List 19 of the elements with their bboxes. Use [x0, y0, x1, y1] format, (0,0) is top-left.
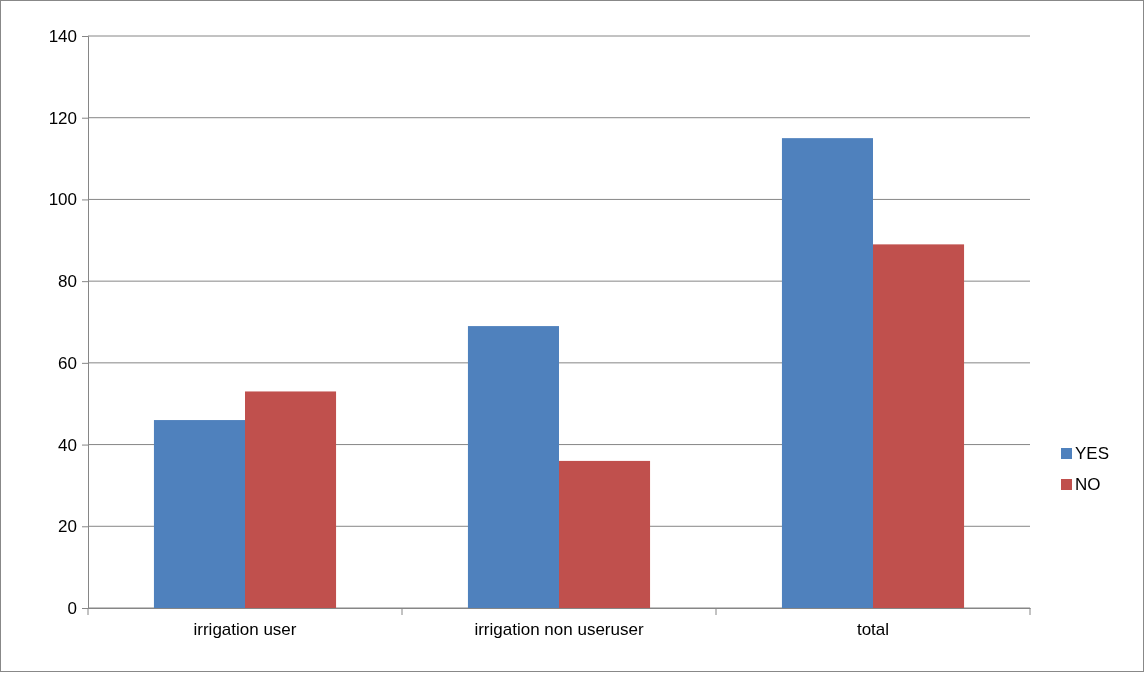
y-tick-label: 120	[48, 108, 77, 128]
x-tick-label: total	[856, 619, 890, 639]
y-tick-label: 60	[58, 353, 77, 373]
x-tick-label: irrigation user	[193, 619, 297, 639]
y-tick-label: 80	[58, 272, 77, 292]
bar	[467, 326, 559, 608]
bar	[873, 244, 965, 608]
y-tick-label: 0	[67, 598, 77, 618]
y-tick-label: 40	[58, 435, 77, 455]
legend-label: YES	[1075, 444, 1110, 463]
x-tick-label: irrigation non useruser	[474, 619, 644, 639]
bar	[781, 138, 873, 608]
bar	[559, 460, 651, 608]
y-tick-label: 100	[48, 190, 77, 210]
bar	[245, 391, 337, 608]
legend-label: NO	[1075, 475, 1101, 494]
y-tick-label: 140	[48, 26, 77, 46]
bar	[153, 420, 245, 608]
y-tick-label: 20	[58, 517, 77, 537]
